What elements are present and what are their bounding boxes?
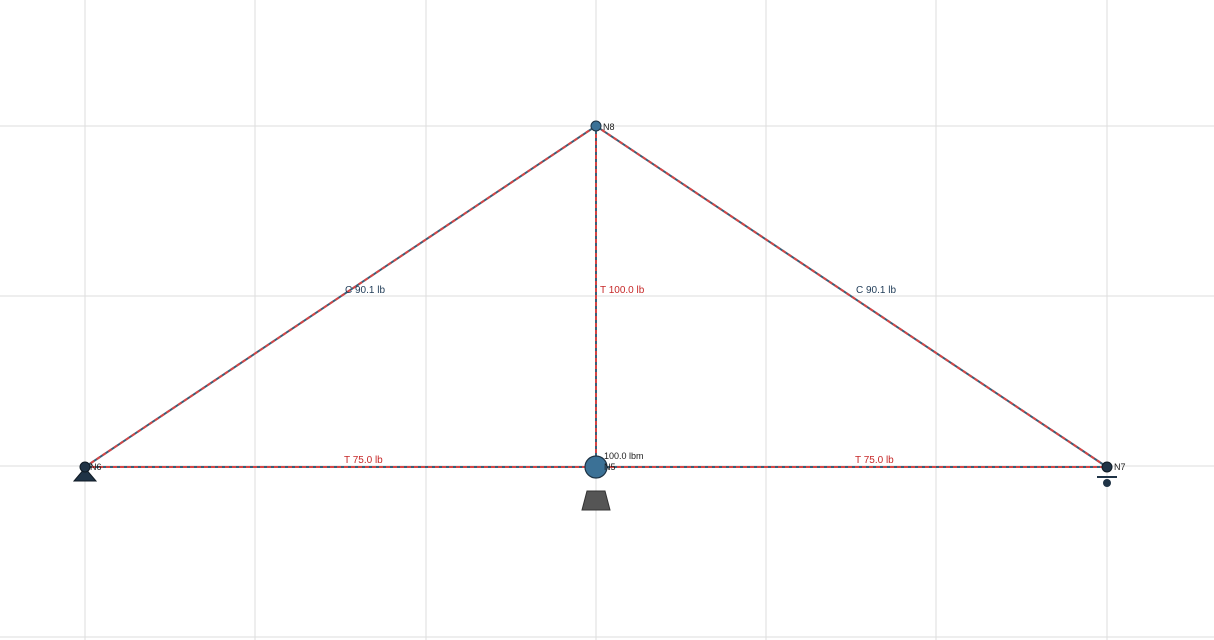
roller-support-icon [1097, 476, 1117, 487]
force-label-n5-n7: T 75.0 lb [855, 455, 894, 466]
node-n7[interactable] [1101, 461, 1113, 473]
node-n6[interactable] [79, 461, 91, 473]
force-label-n8-n7: C 90.1 lb [856, 285, 896, 296]
pin-support-icon [72, 467, 98, 482]
force-label-n6-n5: T 75.0 lb [344, 455, 383, 466]
force-label-n5-n8: T 100.0 lb [600, 285, 645, 296]
member-n6-n8[interactable] [84, 125, 597, 468]
load-label-n5: 100.0 lbm [604, 451, 644, 461]
node-n8[interactable] [590, 120, 602, 132]
node-label-n7: N7 [1114, 462, 1126, 472]
node-n5[interactable] [584, 455, 608, 479]
node-label-n5: N5 [604, 462, 616, 472]
member-n8-n7[interactable] [595, 125, 1108, 468]
node-label-n6: N6 [90, 462, 102, 472]
fixed-support-icon [581, 490, 611, 511]
node-label-n8: N8 [603, 122, 615, 132]
force-label-n6-n8: C 90.1 lb [345, 285, 385, 296]
